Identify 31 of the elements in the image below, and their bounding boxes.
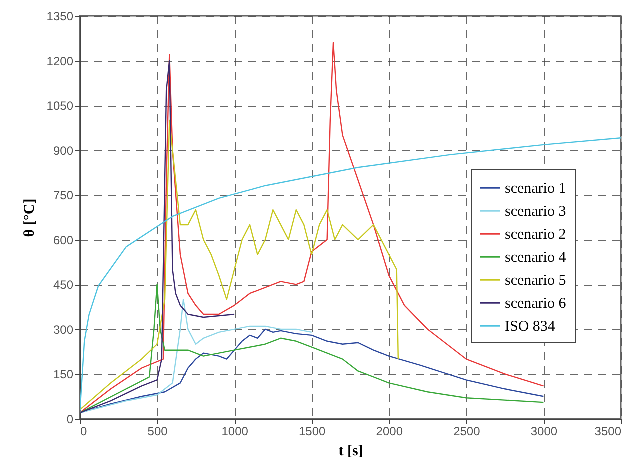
- legend-label: scenario 4: [505, 250, 567, 266]
- legend-label: scenario 6: [505, 296, 567, 312]
- x-tick-label: 3000: [530, 424, 558, 438]
- y-tick-label: 900: [53, 144, 74, 158]
- y-tick-label: 450: [53, 278, 74, 292]
- y-tick-label: 0: [66, 412, 74, 426]
- x-tick-label: 2500: [454, 424, 481, 438]
- x-tick-label: 1500: [299, 424, 326, 438]
- line-series: [80, 60, 236, 414]
- line-series: [80, 120, 400, 411]
- line-series: [80, 298, 312, 414]
- legend-label: scenario 2: [505, 227, 566, 244]
- y-axis-title: θ [°C]: [22, 198, 38, 238]
- y-tick-label: 1350: [46, 10, 74, 24]
- x-tick-label: 3500: [594, 424, 622, 438]
- x-tick-label: 0: [80, 424, 88, 438]
- line-series: [80, 137, 621, 414]
- y-tick-label: 150: [53, 368, 74, 382]
- y-tick-label: 600: [53, 233, 74, 248]
- y-tick-label: 750: [53, 188, 74, 203]
- x-tick-label: 2000: [376, 424, 404, 438]
- x-axis-title: t [s]: [338, 444, 364, 460]
- y-tick-label: 1200: [46, 54, 74, 68]
- x-tick-label: 1000: [222, 424, 249, 438]
- x-tick-label: 500: [148, 424, 168, 438]
- legend-label: ISO 834: [505, 319, 556, 336]
- y-tick-label: 1050: [46, 99, 74, 114]
- legend-label: scenario 1: [505, 181, 566, 198]
- y-tick-label: 300: [53, 322, 74, 337]
- legend-label: scenario 5: [505, 273, 566, 290]
- legend-label: scenario 3: [505, 204, 566, 220]
